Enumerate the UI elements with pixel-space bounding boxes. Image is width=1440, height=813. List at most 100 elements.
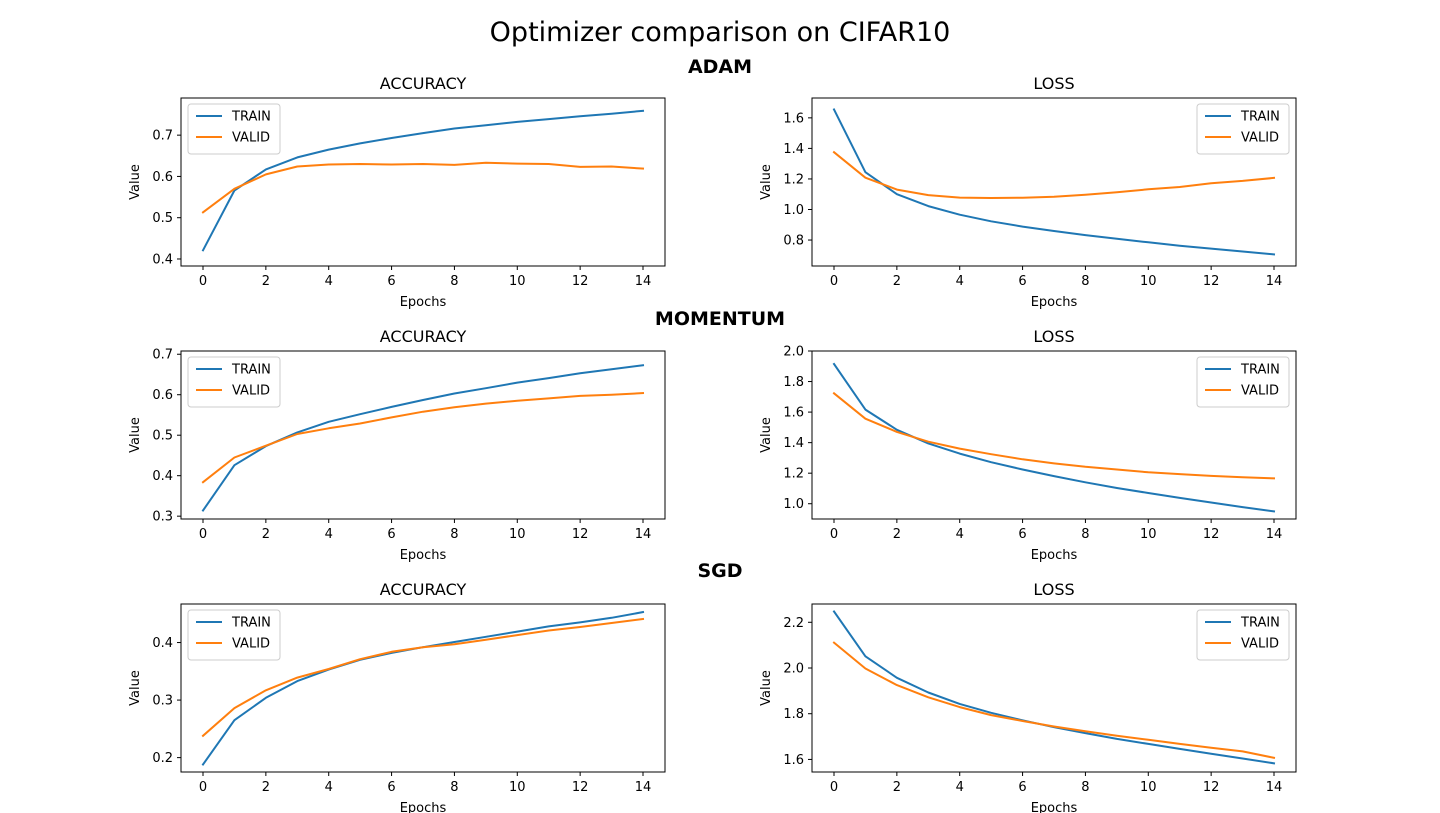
x-tick-label: 10	[509, 527, 526, 542]
series-line-valid	[201, 617, 645, 738]
x-tick-label: 6	[1018, 274, 1026, 289]
y-tick-label: 0.2	[152, 751, 173, 766]
y-tick-label: 1.4	[783, 142, 804, 157]
subplot-adam-loss: LOSS 0 2 4 6 8 10 12 14 0.8 1.0 1.2 1.4 1.6 Epochs Valu…	[759, 74, 1297, 310]
series-line-valid	[832, 641, 1276, 759]
x-tick-label: 12	[1203, 527, 1220, 542]
series-line-valid	[201, 161, 645, 214]
y-tick-label: 0.3	[152, 694, 173, 709]
legend: TRAIN VALID	[1196, 103, 1290, 155]
y-tick-label: 0.6	[152, 170, 173, 185]
x-tick-label: 6	[1018, 527, 1026, 542]
legend-label-train: TRAIN	[231, 363, 271, 378]
legend-label-train: TRAIN	[231, 616, 271, 631]
y-axis-label: Value	[759, 164, 774, 200]
subplot-sgd-accuracy: ACCURACY 0 2 4 6 8 10 12 14 0.2 0.3 0.4 Epochs Value T…	[128, 580, 666, 813]
y-tick-label: 0.3	[152, 510, 173, 525]
row-title-momentum: MOMENTUM	[655, 308, 785, 330]
y-tick-label: 0.6	[152, 388, 173, 403]
x-tick-label: 8	[1081, 780, 1089, 795]
legend-label-train: TRAIN	[1240, 110, 1280, 125]
x-tick-label: 6	[387, 274, 395, 289]
x-tick-label: 2	[262, 274, 270, 289]
y-tick-label: 0.4	[152, 252, 173, 267]
y-tick-label: 0.7	[152, 129, 173, 144]
x-tick-label: 10	[509, 780, 526, 795]
legend: TRAIN VALID	[187, 356, 281, 408]
y-tick-label: 1.2	[783, 467, 804, 482]
x-tick-label: 8	[1081, 527, 1089, 542]
x-axis-label: Epochs	[400, 801, 447, 813]
x-tick-label: 14	[1266, 780, 1283, 795]
x-axis-label: Epochs	[1031, 801, 1078, 813]
subplot-momentum-accuracy: ACCURACY 0 2 4 6 8 10 12 14 0.3 0.4 0.5 0.6 0.7 Epochs…	[128, 327, 666, 563]
x-tick-label: 10	[1140, 780, 1157, 795]
legend-label-valid: VALID	[1241, 131, 1279, 146]
y-tick-label: 0.7	[152, 348, 173, 363]
y-axis-label: Value	[128, 670, 143, 706]
y-tick-label: 2.0	[783, 662, 804, 677]
y-tick-label: 1.0	[783, 497, 804, 512]
legend-label-valid: VALID	[232, 384, 270, 399]
y-axis-label: Value	[128, 164, 143, 200]
y-tick-label: 1.0	[783, 203, 804, 218]
x-tick-label: 2	[262, 780, 270, 795]
axes-frame	[180, 97, 666, 267]
subplot-momentum-loss: LOSS 0 2 4 6 8 10 12 14 1.0 1.2 1.4 1.6 1.8 2.0 Epochs V…	[759, 327, 1297, 563]
x-tick-label: 4	[325, 780, 333, 795]
y-tick-label: 0.4	[152, 469, 173, 484]
x-axis-label: Epochs	[1031, 548, 1078, 563]
x-tick-label: 6	[387, 527, 395, 542]
x-tick-label: 2	[262, 527, 270, 542]
x-tick-label: 0	[830, 527, 838, 542]
subplot-adam-accuracy: ACCURACY 0 2 4 6 8 10 12 14 0.4 0.5 0.6 0.7 Epochs Val…	[128, 74, 666, 310]
axes-frame	[811, 603, 1297, 773]
x-tick-label: 4	[956, 274, 964, 289]
x-axis-label: Epochs	[1031, 295, 1078, 310]
x-tick-label: 14	[635, 274, 652, 289]
axes-frame	[811, 97, 1297, 267]
subplot-title: ACCURACY	[380, 580, 467, 599]
axes-frame	[180, 603, 666, 773]
x-tick-label: 2	[893, 780, 901, 795]
series-line-train	[201, 109, 645, 252]
legend-label-valid: VALID	[232, 637, 270, 652]
legend: TRAIN VALID	[1196, 356, 1290, 408]
x-tick-label: 12	[1203, 274, 1220, 289]
x-axis-label: Epochs	[400, 295, 447, 310]
subplot-panels: ACCURACY 0 2 4 6 8 10 12 14 0.4 0.5 0.6 0.7 Epochs Val…	[128, 74, 1297, 813]
x-tick-label: 4	[325, 274, 333, 289]
legend-label-valid: VALID	[1241, 637, 1279, 652]
subplot-title: LOSS	[1033, 74, 1074, 93]
x-tick-label: 4	[325, 527, 333, 542]
legend: TRAIN VALID	[187, 609, 281, 661]
x-tick-label: 6	[1018, 780, 1026, 795]
x-tick-label: 0	[830, 274, 838, 289]
legend: TRAIN VALID	[1196, 609, 1290, 661]
x-tick-label: 10	[509, 274, 526, 289]
x-tick-label: 2	[893, 274, 901, 289]
legend-label-train: TRAIN	[231, 110, 271, 125]
x-tick-label: 14	[1266, 527, 1283, 542]
y-tick-label: 0.4	[152, 636, 173, 651]
row-title-adam: ADAM	[688, 56, 752, 78]
subplot-title: ACCURACY	[380, 74, 467, 93]
y-tick-label: 1.2	[783, 172, 804, 187]
series-line-valid	[832, 150, 1276, 199]
x-tick-label: 12	[572, 274, 589, 289]
y-tick-label: 0.5	[152, 429, 173, 444]
y-tick-label: 1.8	[783, 707, 804, 722]
x-tick-label: 0	[830, 780, 838, 795]
figure-title: Optimizer comparison on CIFAR10	[490, 17, 951, 48]
x-tick-label: 12	[572, 780, 589, 795]
x-axis-label: Epochs	[400, 548, 447, 563]
x-tick-label: 8	[450, 274, 458, 289]
x-tick-label: 2	[893, 527, 901, 542]
x-tick-label: 14	[635, 780, 652, 795]
y-tick-label: 2.2	[783, 616, 804, 631]
x-tick-label: 4	[956, 527, 964, 542]
legend-label-valid: VALID	[232, 131, 270, 146]
x-tick-label: 0	[199, 527, 207, 542]
y-tick-label: 0.8	[783, 234, 804, 249]
x-tick-label: 14	[1266, 274, 1283, 289]
